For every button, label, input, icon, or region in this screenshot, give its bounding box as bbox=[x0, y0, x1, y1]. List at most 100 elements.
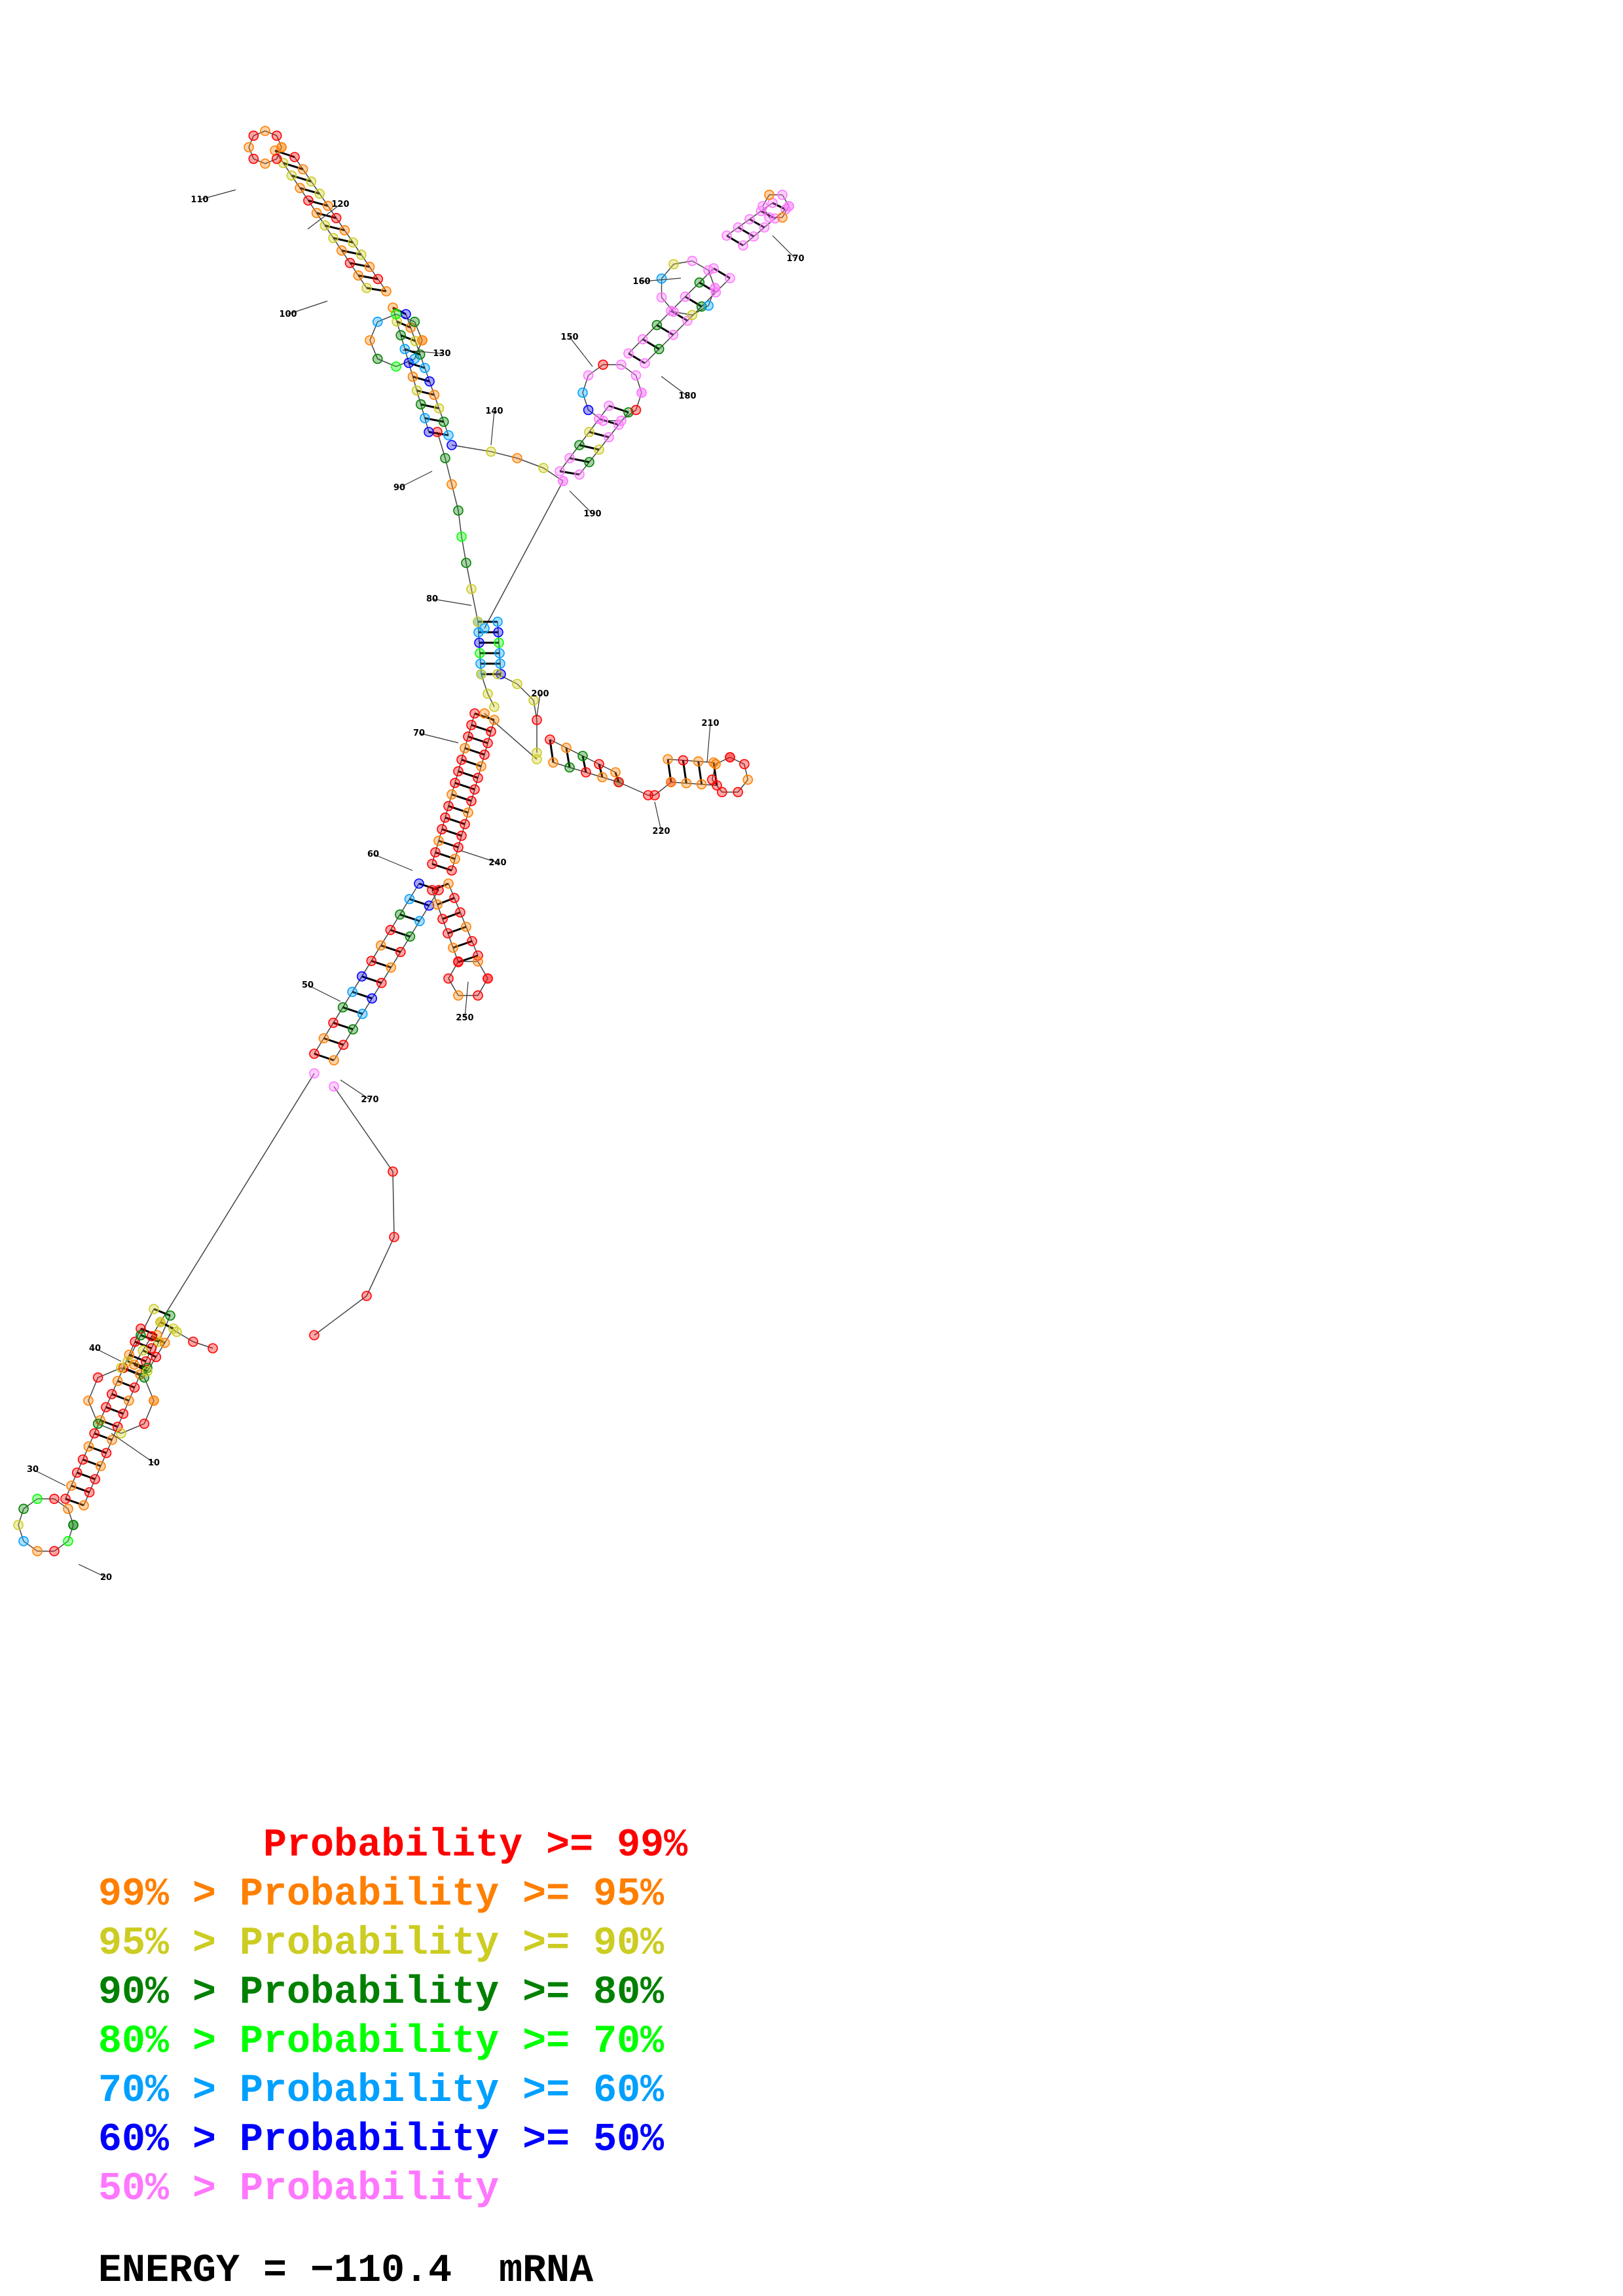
backbone-segment bbox=[357, 275, 367, 289]
base-pair bbox=[614, 772, 620, 783]
backbone-segment bbox=[484, 713, 538, 760]
backbone-segment bbox=[361, 960, 372, 977]
nucleotide bbox=[348, 1024, 358, 1035]
backbone-segment bbox=[661, 264, 674, 279]
legend-line: 90% > Probability >= 80% bbox=[98, 1971, 665, 2015]
backbone-segment bbox=[461, 824, 465, 836]
backbone-segment bbox=[471, 789, 475, 802]
nucleotide bbox=[613, 777, 624, 787]
nucleotide bbox=[604, 432, 614, 442]
position-label: 250 bbox=[456, 1013, 473, 1023]
backbone-segment bbox=[369, 340, 378, 359]
nucleotide bbox=[721, 230, 732, 241]
base-pair bbox=[412, 376, 430, 383]
base-pair bbox=[380, 944, 401, 953]
nucleotide bbox=[493, 627, 503, 637]
nucleotide bbox=[92, 1372, 103, 1383]
nucleotide bbox=[329, 1055, 339, 1066]
position-label: 210 bbox=[701, 719, 719, 728]
backbone-segment bbox=[390, 914, 401, 931]
backbone-segment bbox=[341, 250, 351, 264]
base-pair bbox=[598, 418, 619, 426]
position-label: 60 bbox=[367, 850, 379, 859]
nucleotide bbox=[83, 1441, 94, 1452]
nucleotide bbox=[594, 444, 604, 455]
nucleotide bbox=[777, 189, 788, 200]
base-pair bbox=[447, 925, 467, 935]
base-pair bbox=[100, 1419, 119, 1428]
backbone-segment bbox=[366, 1236, 395, 1297]
base-pair bbox=[579, 444, 600, 451]
nucleotide bbox=[443, 430, 454, 440]
nucleotide bbox=[107, 1435, 117, 1445]
nucleotide bbox=[450, 853, 460, 865]
backbone-segment bbox=[94, 1465, 101, 1480]
nucleotide bbox=[574, 440, 585, 450]
nucleotide bbox=[437, 914, 448, 924]
nucleotide bbox=[79, 1500, 89, 1511]
backbone-segment bbox=[381, 967, 392, 984]
nucleotide bbox=[66, 1480, 77, 1491]
nucleotide bbox=[159, 1337, 170, 1348]
nucleotide bbox=[455, 907, 465, 918]
nucleotide bbox=[486, 726, 496, 737]
backbone-segment bbox=[349, 262, 359, 276]
base-pair bbox=[682, 760, 687, 783]
base-pair bbox=[127, 1360, 148, 1369]
backbone-segment bbox=[708, 270, 716, 289]
nucleotide bbox=[417, 335, 428, 346]
position-label: 220 bbox=[652, 827, 670, 836]
nucleotide bbox=[473, 956, 483, 967]
backbone-segment bbox=[83, 1492, 90, 1506]
nucleotide bbox=[71, 1467, 82, 1478]
nucleotide bbox=[188, 1336, 198, 1347]
base-pair bbox=[424, 417, 445, 423]
backbone-segment bbox=[618, 781, 649, 796]
nucleotide bbox=[409, 316, 420, 327]
nucleotide bbox=[710, 759, 721, 770]
backbone-segment bbox=[308, 200, 318, 213]
nucleotide bbox=[337, 245, 347, 256]
nucleotide bbox=[353, 270, 364, 281]
position-label: 50 bbox=[302, 980, 314, 990]
backbone-segment bbox=[471, 713, 475, 725]
nucleotide bbox=[469, 708, 480, 719]
nucleotide bbox=[338, 1039, 349, 1050]
nucleotide bbox=[323, 200, 333, 211]
backbone-segment bbox=[673, 311, 693, 316]
backbone-segment bbox=[429, 381, 435, 395]
backbone-segment bbox=[371, 982, 382, 999]
backbone-segment bbox=[314, 1037, 325, 1054]
backbone-segment bbox=[361, 998, 373, 1014]
nucleotide bbox=[678, 755, 689, 766]
base-pair bbox=[399, 913, 420, 922]
nucleotide bbox=[479, 623, 490, 634]
backbone-segment bbox=[621, 364, 636, 376]
backbone-segment bbox=[404, 349, 410, 363]
backbone-segment bbox=[435, 840, 439, 853]
backbone-segment bbox=[420, 404, 426, 419]
backbone-segment bbox=[451, 782, 456, 795]
backbone-segment bbox=[553, 762, 570, 768]
nucleotide bbox=[63, 1503, 73, 1515]
nucleotide bbox=[381, 286, 392, 296]
nucleotide bbox=[694, 277, 705, 288]
backbone-segment bbox=[458, 759, 462, 772]
nucleotide bbox=[286, 170, 297, 181]
nucleotide bbox=[450, 778, 460, 788]
position-tick bbox=[431, 598, 472, 606]
position-tick bbox=[340, 1079, 371, 1100]
nucleotide bbox=[149, 1304, 159, 1314]
backbone-segment bbox=[448, 794, 452, 806]
backbone-segment bbox=[248, 147, 255, 159]
backbone-segment bbox=[100, 1452, 107, 1467]
nucleotide bbox=[388, 1166, 398, 1177]
backbone-segment bbox=[94, 1420, 101, 1434]
backbone-segment bbox=[479, 642, 481, 654]
base-pair bbox=[772, 202, 786, 211]
base-pair bbox=[589, 431, 610, 439]
base-pair bbox=[82, 1458, 101, 1467]
backbone-segment bbox=[369, 321, 378, 341]
base-pair bbox=[274, 149, 295, 158]
position-tick bbox=[199, 189, 236, 200]
